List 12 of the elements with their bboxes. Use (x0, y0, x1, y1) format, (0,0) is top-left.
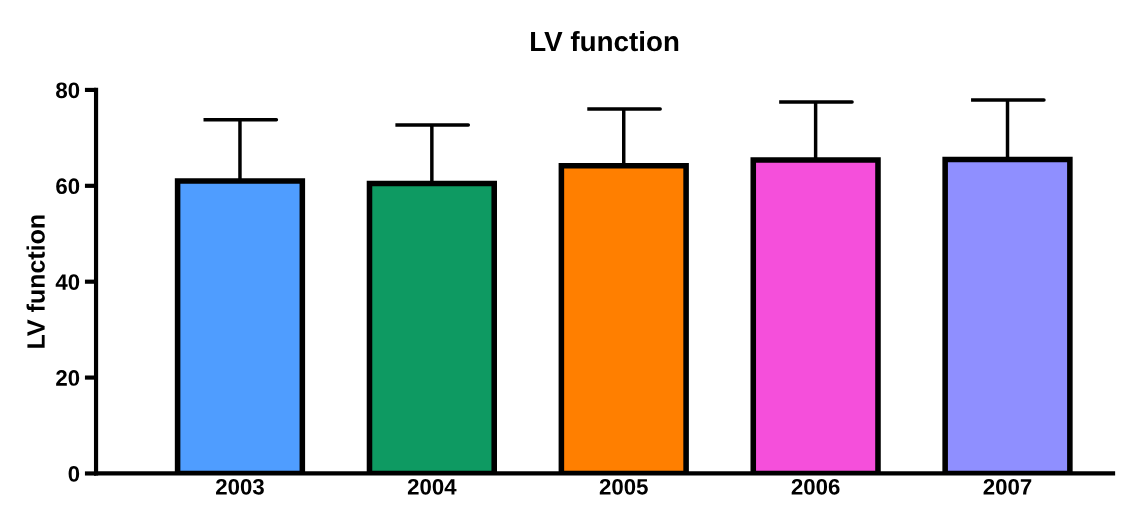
y-axis-title: LV function (26, 215, 45, 348)
x-tick-label: 2007 (983, 478, 1032, 495)
y-tick-label: 20 (56, 370, 80, 386)
x-tick-label: 2004 (407, 478, 457, 495)
x-tick-label: 2006 (791, 478, 840, 495)
y-tick-label: 40 (55, 274, 80, 290)
chart-title: LV function (531, 30, 679, 52)
x-tick-label: 2005 (599, 478, 648, 495)
y-tick-label: 60 (56, 178, 80, 195)
y-tick-label: 80 (56, 82, 80, 99)
y-tick-label: 0 (68, 465, 80, 482)
x-tick-label: 2003 (216, 478, 264, 495)
